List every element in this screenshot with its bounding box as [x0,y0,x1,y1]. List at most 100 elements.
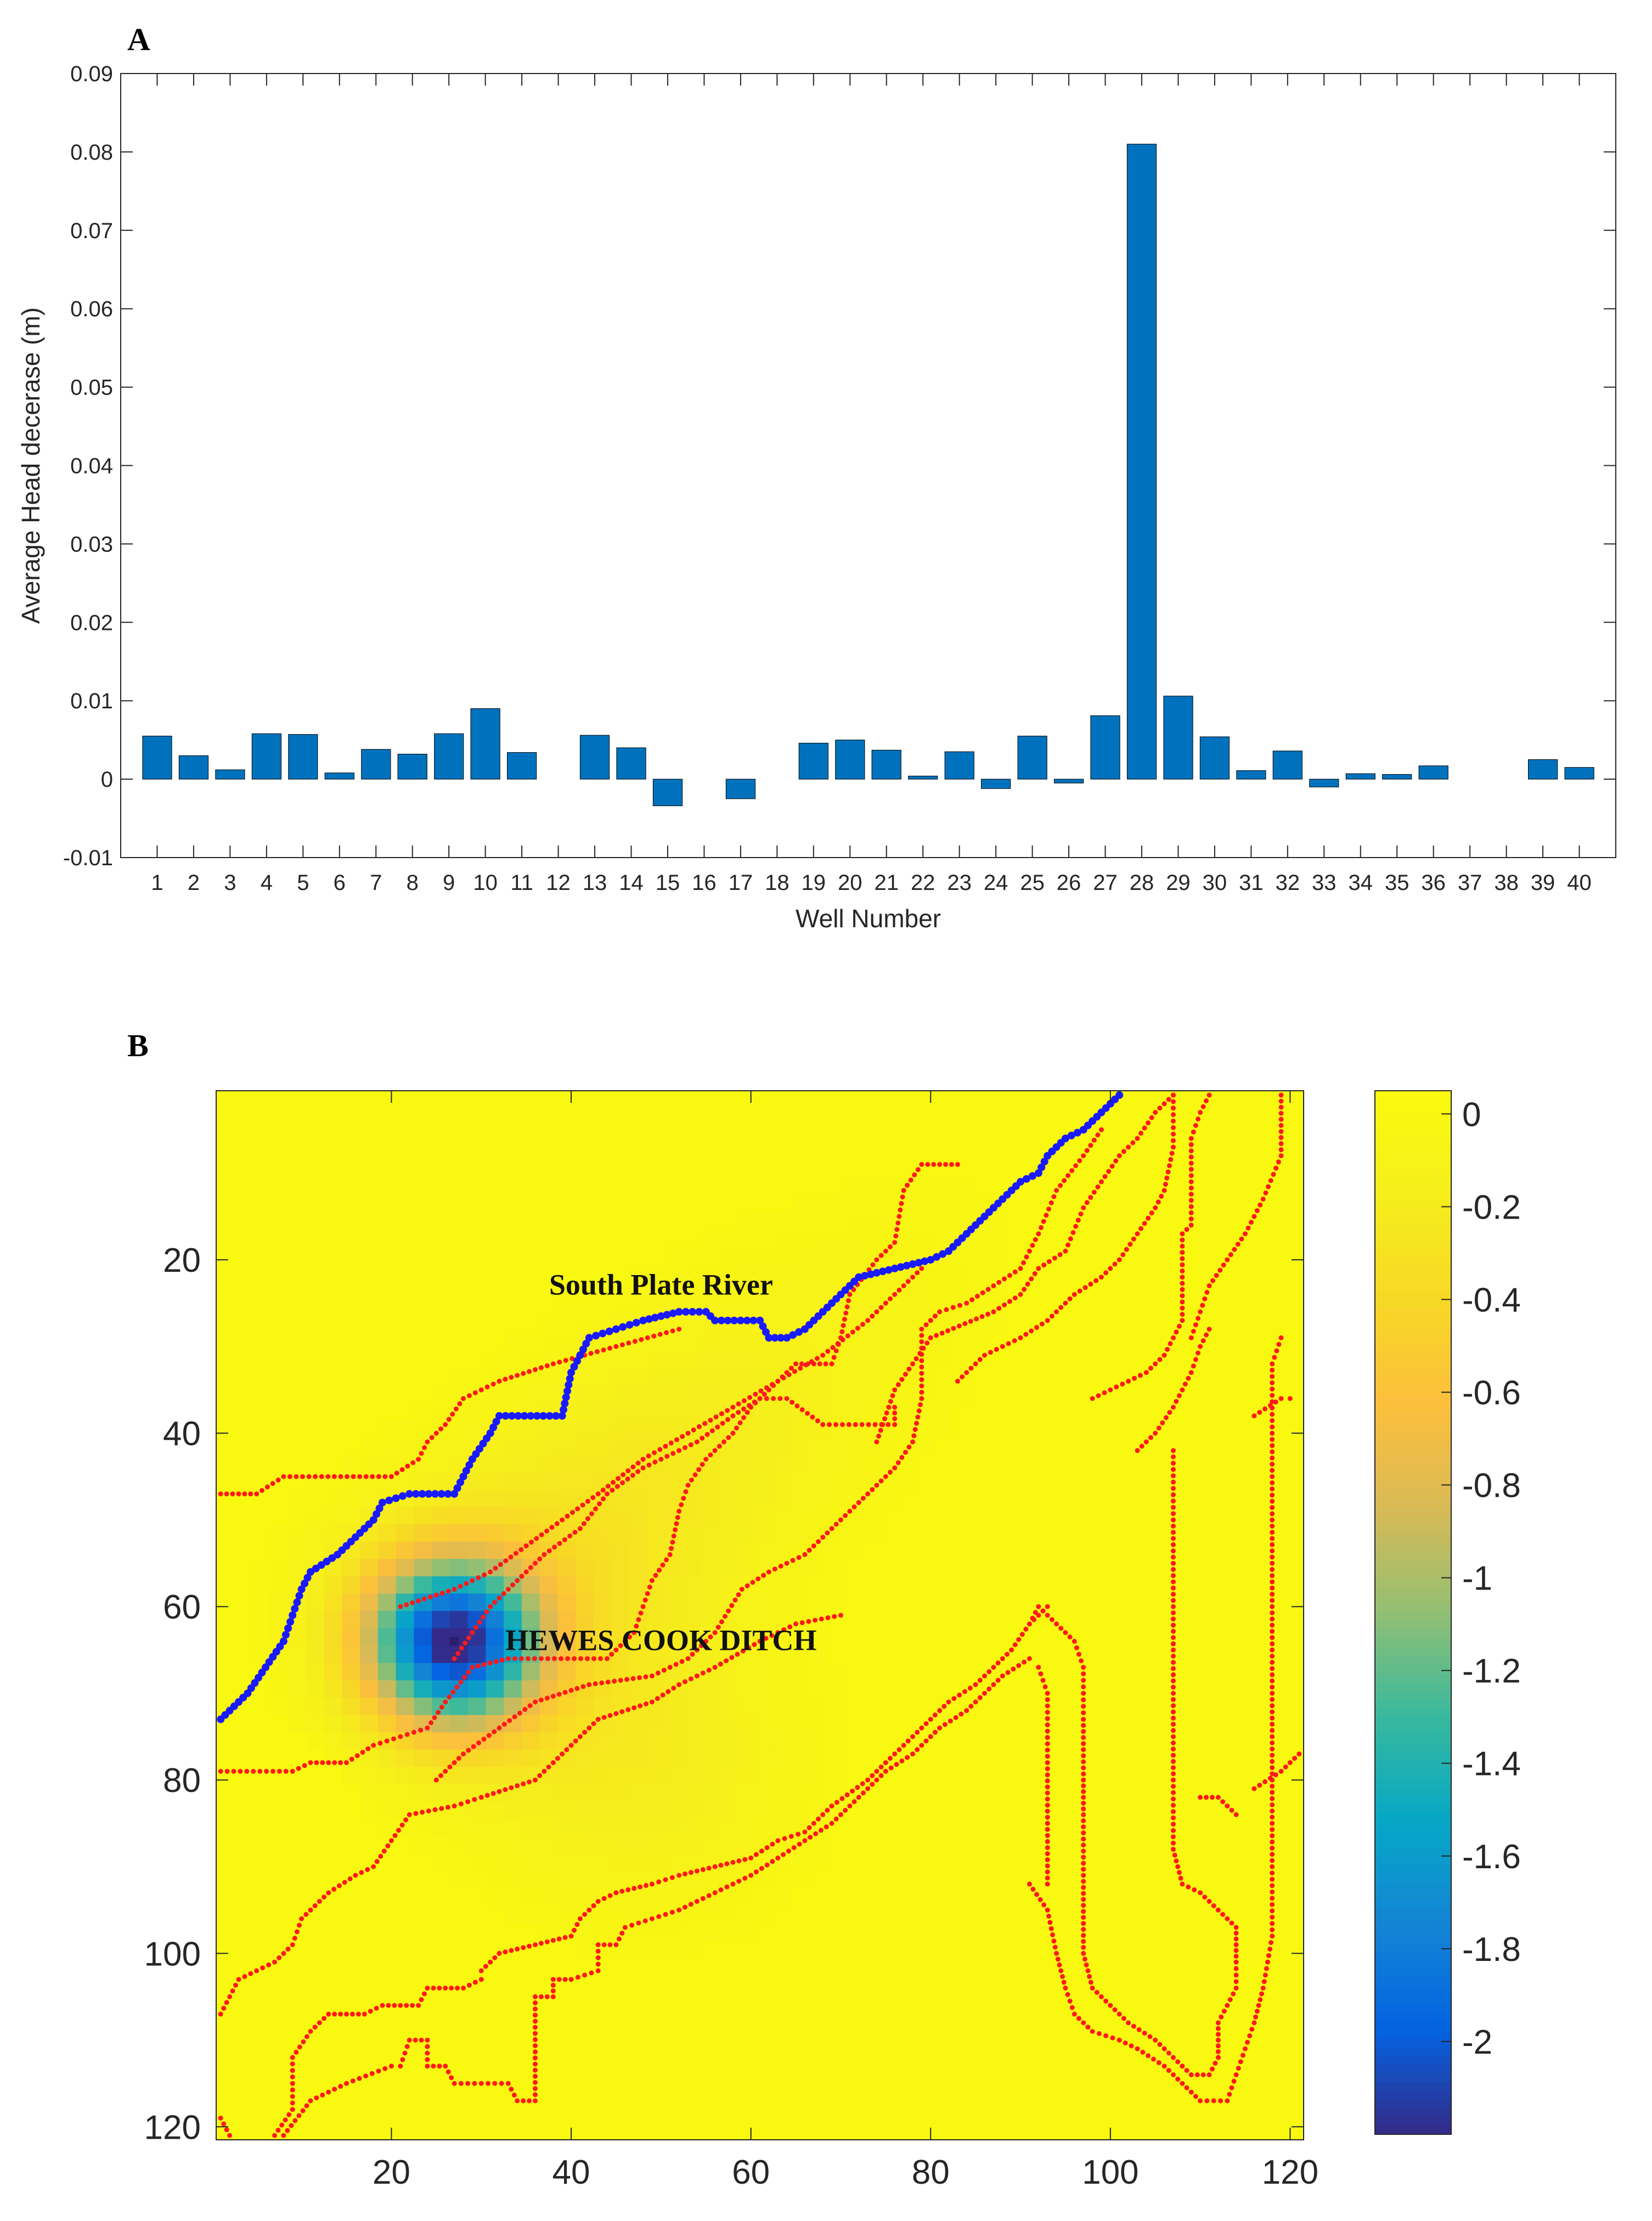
canal-marker [620,1480,625,1485]
canal-marker [1231,1991,1236,1997]
canal-marker [735,1651,740,1657]
canal-marker [888,1469,893,1475]
canal-marker [458,1583,463,1589]
canal-marker [1102,1174,1108,1179]
canal-marker [392,2003,397,2008]
canal-marker [652,1450,657,1456]
canal-marker [721,1439,726,1445]
heatmap-cell [683,1316,702,1334]
canal-marker [1130,1140,1136,1146]
canal-marker [1270,1808,1275,1814]
heatmap-cell [504,1438,522,1456]
heatmap-cell [881,1438,900,1456]
canal-marker [550,1988,556,1994]
heatmap-cell [755,1784,774,1802]
canal-marker [290,2094,295,2099]
river-marker [1022,1175,1030,1183]
heatmap-cell [953,1316,972,1334]
river-marker [749,1316,758,1324]
heatmap-cell [791,1212,810,1230]
canal-marker [1061,1980,1067,1985]
canal-marker [290,2055,295,2060]
heatmap-cell [629,1420,649,1438]
canal-marker [1215,1795,1221,1800]
canal-marker [962,1689,967,1694]
heatmap-cell [666,1541,684,1560]
canal-marker [1180,1256,1185,1261]
heatmap-cell [467,1749,487,1768]
colorbar-segment [1375,2073,1451,2083]
canal-marker [1165,1346,1170,1352]
colorbar-segment [1375,1812,1451,1822]
canal-marker [1171,1722,1176,1727]
canal-marker [1048,1926,1054,1931]
canal-marker [915,1747,920,1752]
canal-marker [1171,1660,1176,1665]
canal-marker [1188,1210,1194,1215]
heatmap-cell [594,1767,612,1785]
canal-marker [784,1560,790,1566]
canal-marker [836,1341,841,1347]
canal-marker [601,1715,607,1720]
canal-marker [1270,1486,1275,1492]
colorbar-segment [1375,2065,1451,2074]
canal-marker [1206,1899,1212,1904]
heatmap-cell [539,1749,559,1768]
canal-marker [425,1986,430,1991]
canal-marker [645,1591,650,1596]
heatmap-cell [845,1247,864,1265]
heatmap-cell [737,1819,756,1837]
canal-marker [1196,1116,1200,1121]
canal-marker [463,1641,468,1646]
heatmap-cell [557,1299,576,1317]
heatmap-cell [863,1351,882,1369]
canal-marker [994,1346,999,1352]
canal-marker [1012,1642,1018,1648]
canal-marker [1228,1252,1233,1258]
canal-marker [663,1444,668,1449]
heatmap-cell [737,1559,756,1577]
canal-marker [718,1863,724,1868]
canal-marker [519,1574,525,1579]
heatmap-cell [377,1715,397,1733]
x-tick-label: 11 [510,871,533,895]
canal-marker [1270,1820,1275,1826]
colorbar-segment [1375,1882,1451,1891]
canal-marker [1200,2072,1206,2077]
canal-marker [452,1656,457,1661]
canal-marker [1126,1378,1131,1384]
canal-marker [481,1737,487,1742]
heatmap-cell [773,1472,792,1490]
heatmap-cell [306,1593,325,1611]
heatmap-cell [539,1559,559,1577]
canal-marker [1131,1236,1136,1242]
heatmap-cell [737,1541,756,1560]
canal-marker [1287,1396,1293,1401]
heatmap-cell [576,1628,594,1647]
canal-marker [757,1396,763,1401]
canal-marker [643,1674,649,1679]
colorbar-segment [1375,1351,1451,1361]
heatmap-cell [306,1698,325,1716]
heatmap-cell [809,1264,828,1282]
canal-marker [230,1491,235,1497]
canal-marker [1069,1168,1075,1174]
heatmap-cell [719,1698,738,1716]
heatmap-cell [360,1593,379,1611]
heatmap-cell [917,1177,936,1196]
heatmap-cell [647,1888,666,1907]
canal-marker [517,1710,522,1716]
colorbar-segment [1375,1665,1451,1674]
canal-marker [745,1583,750,1588]
heatmap-cell [827,1489,846,1508]
canal-marker [1081,1927,1086,1932]
canal-marker [1268,1940,1274,1945]
canal-marker [1270,1814,1275,1820]
canal-marker [428,1720,433,1726]
heatmap-cell [594,1281,612,1299]
heatmap-cell [935,1368,954,1386]
heatmap-cell [863,1281,882,1299]
canal-marker [1081,1818,1086,1823]
canal-marker [1135,1448,1140,1453]
canal-marker [533,1994,538,1999]
